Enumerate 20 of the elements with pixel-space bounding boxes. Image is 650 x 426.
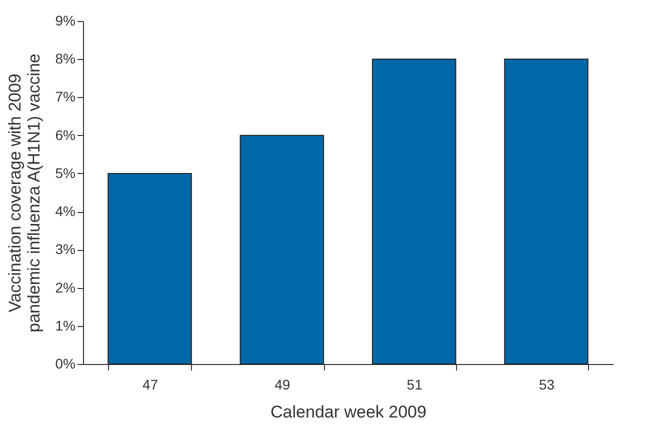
x-axis-title: Calendar week 2009 bbox=[270, 402, 426, 422]
y-tick-label: 6% bbox=[55, 126, 76, 143]
y-tick-label: 5% bbox=[55, 164, 76, 181]
bar bbox=[240, 134, 324, 364]
y-axis-title: Vaccination coverage with 2009 pandemic influenza A(H1N1) vaccine bbox=[5, 54, 44, 332]
bar bbox=[504, 58, 588, 364]
bar bbox=[372, 58, 456, 364]
y-tick-label: 1% bbox=[55, 317, 76, 334]
x-tick-label: 51 bbox=[406, 376, 423, 392]
y-tick-label: 2% bbox=[55, 279, 76, 296]
y-tick-label: 3% bbox=[55, 241, 76, 258]
bar bbox=[108, 172, 192, 364]
y-tick-label: 7% bbox=[55, 88, 76, 105]
x-tick-label: 49 bbox=[274, 376, 290, 392]
x-tick-label: 47 bbox=[142, 376, 158, 392]
y-tick-label: 9% bbox=[55, 12, 76, 28]
x-tick-label: 53 bbox=[538, 376, 555, 392]
y-tick-label: 8% bbox=[55, 50, 76, 67]
y-tick-label: 0% bbox=[55, 356, 76, 372]
y-tick-label: 4% bbox=[55, 203, 76, 220]
